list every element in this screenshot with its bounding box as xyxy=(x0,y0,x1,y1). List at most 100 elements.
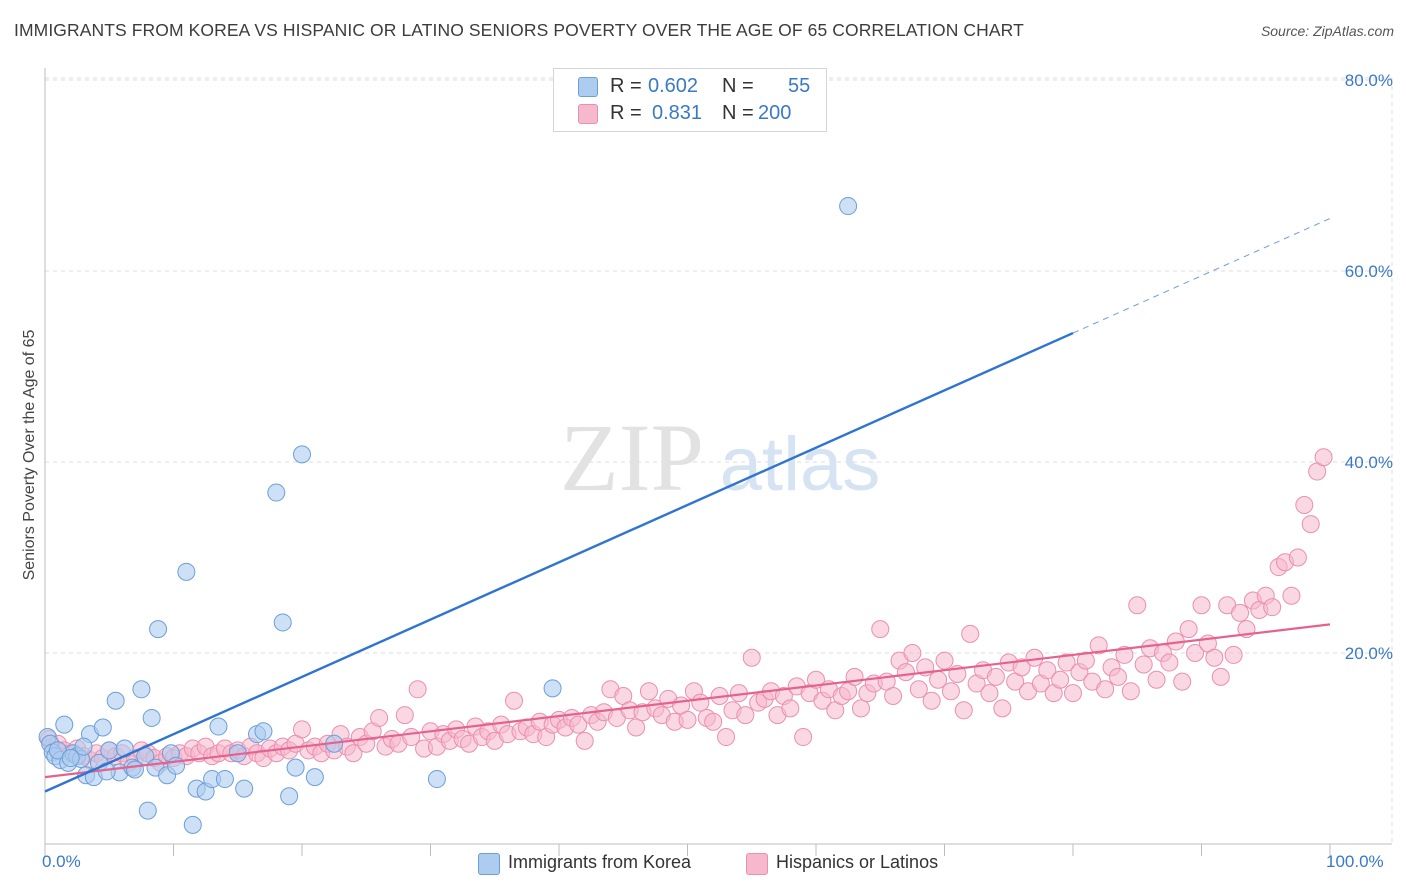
hispanic-point xyxy=(678,710,697,729)
hispanic-point xyxy=(954,701,973,720)
chart-title: IMMIGRANTS FROM KOREA VS HISPANIC OR LAT… xyxy=(14,20,1024,40)
hispanic-point xyxy=(370,708,389,727)
source-label: Source: ZipAtlas.com xyxy=(1260,23,1394,39)
hispanic-point xyxy=(993,699,1012,718)
legend-korea-r-label: R = xyxy=(610,75,642,97)
grid xyxy=(45,77,1393,844)
hispanic-point xyxy=(941,682,960,701)
korea-point xyxy=(132,680,151,699)
hispanic-point xyxy=(1301,515,1320,534)
hispanic-trend-line xyxy=(44,623,1331,779)
legend-hispanic-n-label: N = xyxy=(722,102,754,124)
hispanic-point xyxy=(1038,661,1057,680)
korea-point xyxy=(254,722,273,741)
korea-point xyxy=(267,483,286,502)
hispanic-point xyxy=(1205,648,1224,667)
hispanic-point xyxy=(1115,645,1134,664)
hispanic-point xyxy=(1173,672,1192,691)
hispanic-point xyxy=(1160,653,1179,672)
hispanic-point xyxy=(293,720,311,739)
korea-point xyxy=(839,197,858,216)
korea-point xyxy=(100,741,119,760)
hispanic-point xyxy=(1134,655,1153,674)
korea-point xyxy=(209,717,228,736)
hispanic-point xyxy=(884,686,903,705)
hispanic-point xyxy=(794,728,813,747)
hispanic-point xyxy=(344,744,363,763)
legend-korea-n-label: N = xyxy=(722,75,754,97)
hispanic-point xyxy=(1128,596,1147,615)
hispanic-point xyxy=(1211,667,1230,686)
korea-trend-extension xyxy=(1072,218,1331,334)
hispanic-point xyxy=(704,712,723,731)
korea-point xyxy=(167,756,186,775)
korea-trend-line xyxy=(44,331,1074,793)
hispanic-point xyxy=(1108,667,1127,686)
hispanic-point xyxy=(691,693,710,712)
korea-point xyxy=(293,445,311,464)
bottom-legend-swatch-korea xyxy=(478,853,500,875)
hispanic-point xyxy=(1224,645,1243,664)
x-tick-label-max: 100.0% xyxy=(1326,852,1384,871)
hispanic-point xyxy=(1231,603,1250,622)
hispanic-point xyxy=(1186,644,1205,662)
y-axis-label: Seniors Poverty Over the Age of 65 xyxy=(21,329,38,581)
hispanic-point xyxy=(1179,620,1198,639)
hispanic-point xyxy=(1192,596,1211,615)
hispanic-point xyxy=(922,691,941,710)
hispanic-point xyxy=(736,706,755,725)
hispanic-point xyxy=(980,684,999,703)
legend-swatch-hispanic xyxy=(578,104,598,124)
hispanic-point xyxy=(1263,598,1282,617)
korea-points xyxy=(38,197,858,834)
hispanic-point xyxy=(742,648,761,667)
korea-point xyxy=(74,737,93,756)
hispanic-point xyxy=(909,680,928,699)
hispanic-point xyxy=(781,699,800,718)
korea-point xyxy=(142,708,161,727)
korea-point xyxy=(61,749,80,768)
y-tick-labels: 20.0% 40.0% 60.0% 80.0% xyxy=(1345,71,1393,663)
hispanic-point xyxy=(1012,658,1031,677)
x-tick-label-min: 0.0% xyxy=(42,852,81,871)
korea-point xyxy=(215,770,234,789)
hispanic-point xyxy=(569,715,588,734)
hispanic-point xyxy=(1096,680,1115,699)
hispanic-point xyxy=(1288,548,1307,567)
bottom-legend-label-hispanic: Hispanics or Latinos xyxy=(776,852,939,872)
korea-point xyxy=(235,779,254,798)
hispanic-point xyxy=(1089,636,1108,655)
korea-point xyxy=(149,620,168,639)
hispanic-point xyxy=(871,620,890,639)
hispanic-point xyxy=(986,667,1005,686)
bottom-legend-label-korea: Immigrants from Korea xyxy=(508,852,692,872)
korea-point xyxy=(273,613,292,632)
correlation-legend: R = 0.602 N = 55 R = 0.831 N = 200 xyxy=(553,68,827,132)
korea-point xyxy=(55,715,74,734)
korea-point xyxy=(305,768,324,787)
hispanic-point xyxy=(845,667,864,686)
hispanic-point xyxy=(851,699,870,718)
hispanic-point xyxy=(1295,495,1314,514)
hispanic-point xyxy=(1064,684,1082,703)
korea-point xyxy=(106,691,125,710)
korea-point xyxy=(280,787,299,806)
hispanic-point xyxy=(1314,448,1333,467)
korea-point xyxy=(543,679,562,698)
hispanic-point xyxy=(717,728,736,747)
hispanic-point xyxy=(935,651,954,670)
hispanic-point xyxy=(627,718,646,737)
legend-hispanic-r-value: 0.831 xyxy=(652,102,703,124)
korea-point xyxy=(286,758,305,777)
y-tick-label-20: 20.0% xyxy=(1345,644,1393,663)
hispanic-point xyxy=(639,682,658,701)
legend-korea-n-value: 55 xyxy=(788,75,811,97)
legend-hispanic-n-value: 200 xyxy=(758,102,792,124)
hispanic-point xyxy=(1051,670,1070,689)
legend-swatch-korea xyxy=(578,77,598,97)
y-tick-label-80: 80.0% xyxy=(1345,71,1393,90)
legend-hispanic-r-label: R = xyxy=(610,102,642,124)
hispanic-point xyxy=(961,624,980,643)
hispanic-point xyxy=(1282,586,1301,605)
